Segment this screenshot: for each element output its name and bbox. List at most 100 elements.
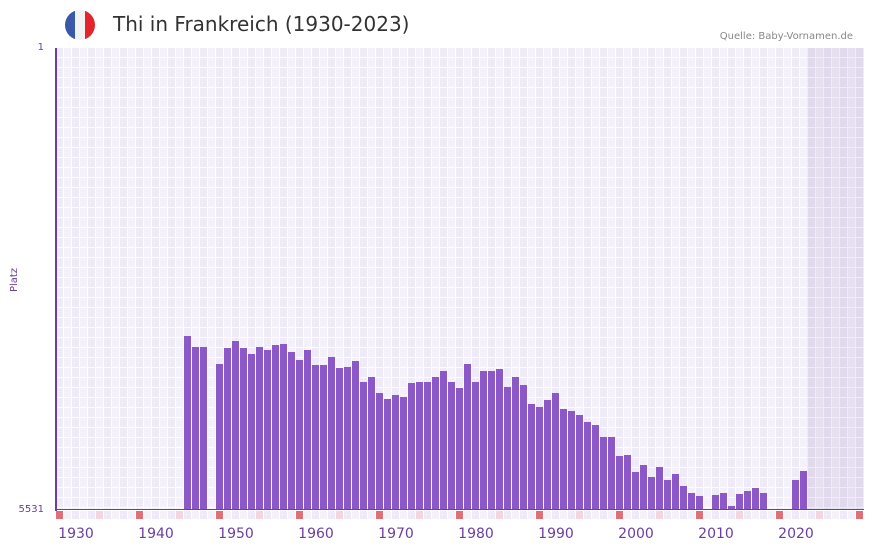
source-label: Quelle: Baby-Vornamen.de xyxy=(719,31,853,42)
bar-2007[interactable] xyxy=(688,493,695,510)
bar-1979[interactable] xyxy=(464,363,471,510)
bar-1951[interactable] xyxy=(240,348,247,510)
bar-1975[interactable] xyxy=(432,376,439,510)
bar-2020[interactable] xyxy=(792,480,799,510)
year-marker xyxy=(728,511,735,519)
grid-column xyxy=(568,48,575,510)
y-axis-line xyxy=(55,48,57,511)
bar-2021[interactable] xyxy=(800,470,807,510)
grid-column xyxy=(432,48,439,510)
bar-1971[interactable] xyxy=(400,397,407,510)
bar-2016[interactable] xyxy=(760,493,767,510)
grid-column xyxy=(664,48,671,510)
bar-1996[interactable] xyxy=(600,436,607,510)
bar-1953[interactable] xyxy=(256,347,263,510)
bar-2001[interactable] xyxy=(640,465,647,510)
bar-1965[interactable] xyxy=(352,361,359,510)
bar-1997[interactable] xyxy=(608,436,615,510)
year-marker xyxy=(88,511,95,519)
bar-1973[interactable] xyxy=(416,382,423,510)
bar-1954[interactable] xyxy=(264,350,271,510)
grid-column xyxy=(224,48,231,510)
bar-1968[interactable] xyxy=(376,393,383,510)
grid-column xyxy=(648,48,655,510)
grid-column xyxy=(152,48,159,510)
bar-1962[interactable] xyxy=(328,357,335,510)
bar-1984[interactable] xyxy=(504,387,511,510)
bar-1972[interactable] xyxy=(408,383,415,510)
year-marker xyxy=(264,511,271,519)
grid-column xyxy=(616,48,623,510)
bar-1966[interactable] xyxy=(360,382,367,510)
bar-1980[interactable] xyxy=(472,382,479,510)
bar-1969[interactable] xyxy=(384,398,391,510)
bar-1990[interactable] xyxy=(552,393,559,510)
bar-1986[interactable] xyxy=(520,385,527,510)
bar-2011[interactable] xyxy=(720,493,727,510)
bar-2010[interactable] xyxy=(712,495,719,510)
bar-1987[interactable] xyxy=(528,403,535,510)
bar-1994[interactable] xyxy=(584,422,591,510)
y-tick-bottom: 5531 xyxy=(18,504,44,515)
bar-1989[interactable] xyxy=(544,399,551,510)
bar-1964[interactable] xyxy=(344,366,351,510)
bar-1946[interactable] xyxy=(200,347,207,510)
bar-1991[interactable] xyxy=(560,408,567,510)
bar-1945[interactable] xyxy=(192,347,199,510)
bar-2013[interactable] xyxy=(736,494,743,510)
bar-2012[interactable] xyxy=(728,505,735,510)
bar-1995[interactable] xyxy=(592,425,599,510)
bar-1988[interactable] xyxy=(536,406,543,510)
grid-column xyxy=(640,48,647,510)
bar-2002[interactable] xyxy=(648,477,655,510)
grid-column xyxy=(312,48,319,510)
bar-1960[interactable] xyxy=(312,364,319,510)
bar-1958[interactable] xyxy=(296,360,303,510)
bar-2015[interactable] xyxy=(752,488,759,510)
bar-1970[interactable] xyxy=(392,395,399,510)
year-marker xyxy=(784,511,791,519)
grid-column xyxy=(528,48,535,510)
bar-1992[interactable] xyxy=(568,411,575,510)
bar-1955[interactable] xyxy=(272,345,279,510)
bar-1959[interactable] xyxy=(304,350,311,510)
bar-2004[interactable] xyxy=(664,480,671,510)
bar-2008[interactable] xyxy=(696,496,703,510)
bar-1978[interactable] xyxy=(456,388,463,510)
year-marker xyxy=(568,511,575,519)
bar-1967[interactable] xyxy=(368,376,375,510)
bar-1944[interactable] xyxy=(184,335,191,510)
bar-1950[interactable] xyxy=(232,340,239,510)
grid-column xyxy=(496,48,503,510)
bar-1985[interactable] xyxy=(512,376,519,510)
bar-1956[interactable] xyxy=(280,343,287,510)
bar-1974[interactable] xyxy=(424,382,431,510)
bar-1948[interactable] xyxy=(216,363,223,510)
bar-2006[interactable] xyxy=(680,486,687,510)
grid-column xyxy=(832,48,839,510)
year-marker xyxy=(648,511,655,519)
bar-1999[interactable] xyxy=(624,455,631,510)
bar-1998[interactable] xyxy=(616,456,623,510)
bar-2003[interactable] xyxy=(656,466,663,510)
bar-1963[interactable] xyxy=(336,367,343,510)
bar-1961[interactable] xyxy=(320,364,327,510)
grid-column xyxy=(120,48,127,510)
year-marker xyxy=(480,511,487,519)
bar-2000[interactable] xyxy=(632,471,639,510)
bar-1977[interactable] xyxy=(448,382,455,510)
year-marker xyxy=(256,511,263,519)
bar-1957[interactable] xyxy=(288,352,295,510)
bar-1976[interactable] xyxy=(440,370,447,510)
bar-2005[interactable] xyxy=(672,473,679,510)
bar-1982[interactable] xyxy=(488,370,495,510)
year-marker xyxy=(696,511,703,519)
bar-1983[interactable] xyxy=(496,368,503,510)
grid-column xyxy=(544,48,551,510)
bar-2014[interactable] xyxy=(744,491,751,510)
bar-1981[interactable] xyxy=(480,370,487,510)
bar-1952[interactable] xyxy=(248,354,255,510)
bar-1949[interactable] xyxy=(224,348,231,510)
year-marker xyxy=(520,511,527,519)
bar-1993[interactable] xyxy=(576,415,583,510)
